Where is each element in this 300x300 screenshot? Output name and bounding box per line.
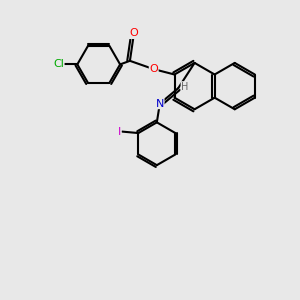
Text: Cl: Cl <box>53 59 64 69</box>
Text: I: I <box>118 127 121 136</box>
Text: N: N <box>156 99 164 109</box>
Text: O: O <box>149 64 158 74</box>
Text: H: H <box>181 82 188 92</box>
Text: O: O <box>129 28 138 38</box>
